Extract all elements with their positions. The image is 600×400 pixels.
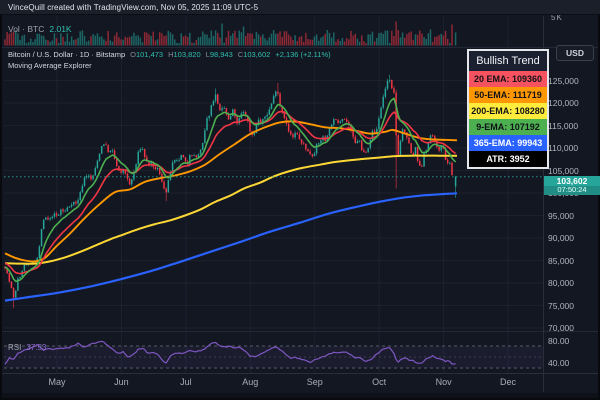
month-label-may: May [48, 377, 66, 387]
month-label-jul: Jul [180, 377, 192, 387]
month-label-aug: Aug [242, 377, 259, 387]
trend-legend-title: Bullish Trend [476, 55, 540, 67]
price-tick-label: 110,000 [548, 143, 579, 153]
price-tick-label: 125,000 [548, 75, 579, 86]
symbol-title: Bitcoin / U.S. Dollar · 1D · Bitstamp [8, 50, 126, 59]
last-price-badge: 103,602 07:50:24 [544, 176, 600, 195]
trend-legend-box[interactable]: Bullish Trend 20 EMA: 109360 50-EMA: 1117… [467, 49, 549, 169]
low-value: 98,943 [209, 50, 233, 59]
low-label: L [205, 50, 210, 59]
open-value: 101,473 [135, 50, 164, 59]
close-label: C [237, 50, 244, 59]
month-label-oct: Oct [372, 377, 387, 387]
last-price-value: 103,602 [556, 176, 588, 186]
price-tick-label: 75,000 [548, 300, 574, 311]
high-value: 103,820 [173, 50, 201, 59]
trend-legend-row-1: 50-EMA: 111719 [469, 87, 547, 103]
open-label: O [130, 50, 136, 59]
currency-toggle-button[interactable]: USD [556, 45, 594, 61]
high-label: H [168, 50, 174, 59]
volume-label: Vol · BTC [8, 24, 45, 34]
volume-value: 2.01K [49, 24, 72, 34]
bar-countdown: 07:50:24 [544, 186, 600, 195]
month-label-jun: Jun [114, 377, 129, 387]
time-axis[interactable]: May Jun Jul Aug Sep Oct Nov Dec [0, 374, 600, 393]
trend-legend-row-0: 20 EMA: 109360 [469, 71, 547, 87]
month-label-nov: Nov [435, 377, 452, 387]
trend-legend-row-2: 200-EMA: 108280 [469, 103, 547, 119]
trend-legend-row-4: 365-EMA: 99943 [469, 135, 547, 151]
trend-legend-row-3: 9-EMA: 107192 [469, 119, 547, 135]
rsi-value: 37.53 [26, 343, 47, 352]
month-label-sep: Sep [306, 377, 323, 387]
close-value: 103,602 [243, 50, 271, 59]
attribution-text: VinceQuill created with TradingView.com,… [8, 2, 259, 12]
price-tick-label: 80,000 [548, 278, 574, 288]
price-tick-label: 90,000 [548, 233, 574, 243]
price-tick-label: 95,000 [548, 210, 574, 221]
month-label-dec: Dec [499, 377, 517, 387]
change-value: +2,136 (+2.11%) [275, 50, 331, 59]
rsi-legend[interactable]: RSI 37.53 [8, 343, 46, 352]
price-tick-label: 120,000 [548, 98, 579, 108]
rsi-tick-label: 40.00 [548, 357, 570, 368]
price-tick-label: 115,000 [548, 120, 579, 131]
rsi-tick-label: 80.00 [548, 335, 570, 346]
trend-legend-row-5: ATR: 3952 [469, 151, 547, 167]
price-tick-label: 70,000 [548, 323, 574, 333]
symbol-legend[interactable]: Bitcoin / U.S. Dollar · 1D · Bitstamp O1… [8, 50, 331, 59]
attribution-bar: VinceQuill created with TradingView.com,… [0, 0, 600, 15]
volume-axis-label: 5K [551, 13, 563, 22]
rsi-label: RSI [8, 343, 22, 352]
price-tick-label: 85,000 [548, 255, 574, 266]
volume-legend[interactable]: Vol · BTC 2.01K [8, 24, 72, 34]
indicator-legend[interactable]: Moving Average Explorer [8, 61, 92, 70]
price-tick-label: 105,000 [548, 165, 579, 176]
